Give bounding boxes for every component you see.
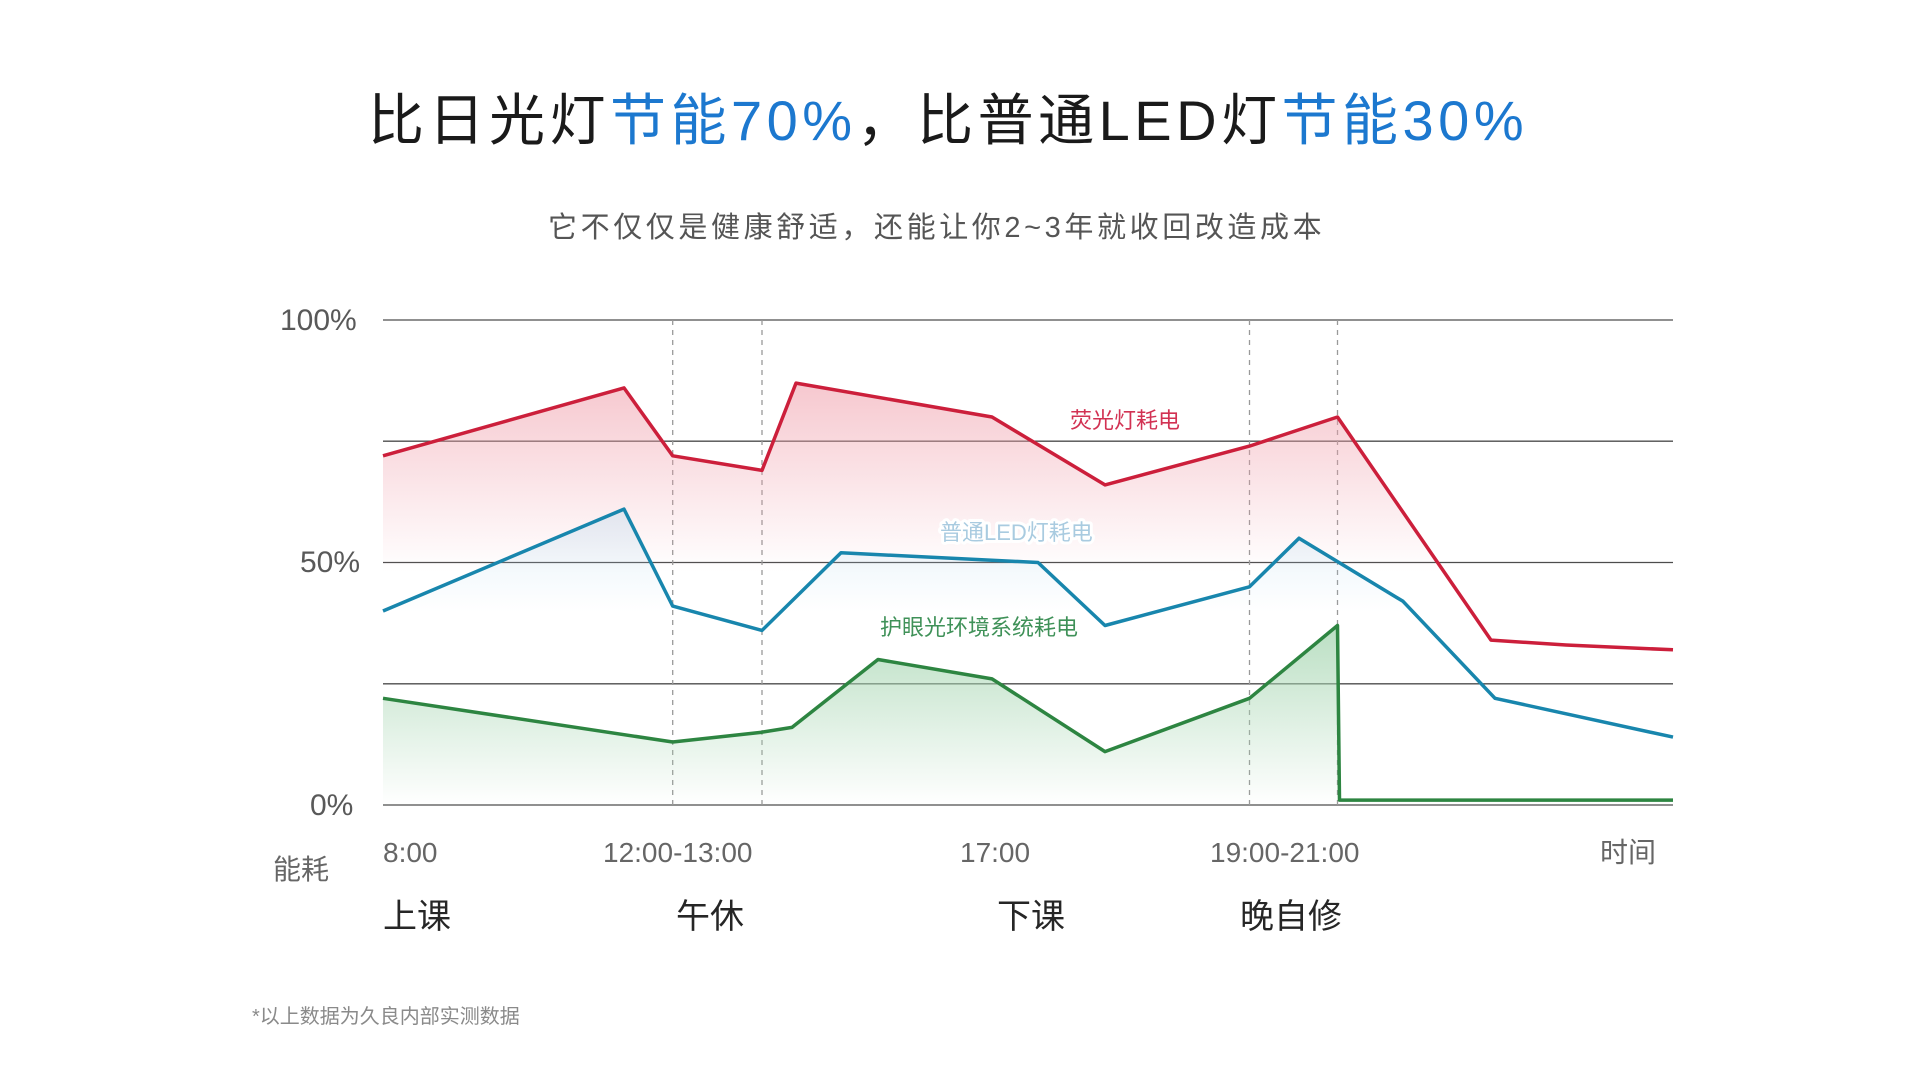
svg-text:午休: 午休 xyxy=(676,898,744,936)
svg-text:100%: 100% xyxy=(280,304,357,337)
svg-text:时间: 时间 xyxy=(1600,837,1656,868)
svg-text:0%: 0% xyxy=(310,789,353,822)
svg-text:下课: 下课 xyxy=(997,898,1065,936)
svg-text:12:00-13:00: 12:00-13:00 xyxy=(603,837,752,868)
svg-text:50%: 50% xyxy=(300,546,360,579)
svg-text:护眼光环境系统耗电: 护眼光环境系统耗电 xyxy=(880,615,1078,640)
svg-text:19:00-21:00: 19:00-21:00 xyxy=(1210,837,1359,868)
svg-text:荧光灯耗电: 荧光灯耗电 xyxy=(1070,408,1180,433)
svg-text:能耗: 能耗 xyxy=(273,854,329,885)
svg-text:8:00: 8:00 xyxy=(383,837,438,868)
svg-text:上课: 上课 xyxy=(383,898,451,936)
svg-text:普通LED灯耗电: 普通LED灯耗电 xyxy=(940,520,1093,545)
svg-text:17:00: 17:00 xyxy=(960,837,1030,868)
svg-text:晚自修: 晚自修 xyxy=(1240,898,1342,936)
